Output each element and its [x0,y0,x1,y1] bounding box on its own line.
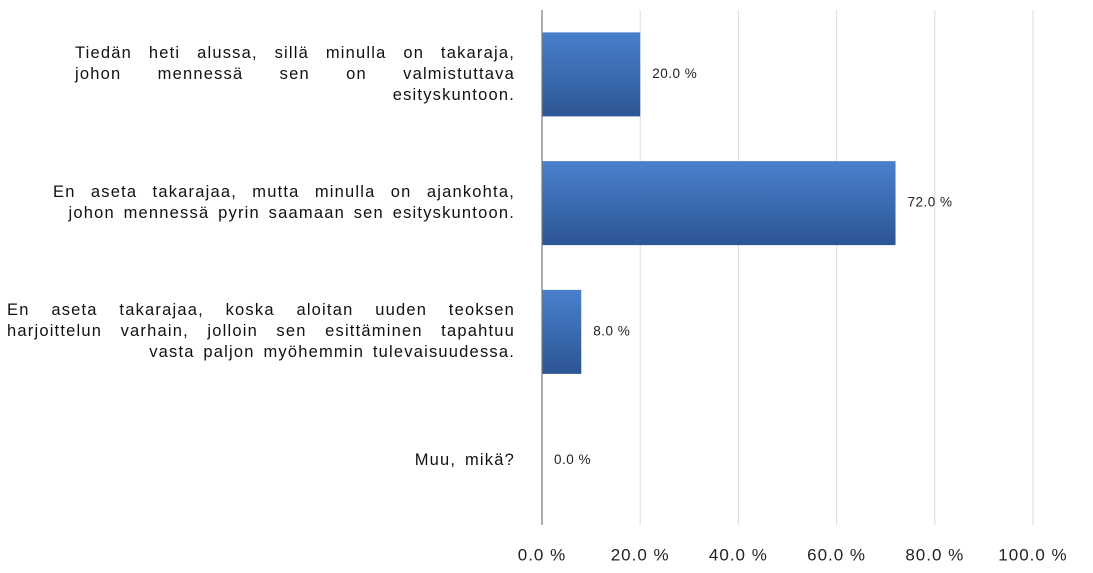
value-label: 72.0 % [908,195,953,210]
x-tick-label: 60.0 % [807,545,866,564]
x-tick-label: 40.0 % [709,545,768,564]
bar [542,32,641,117]
category-label: En aseta takarajaa, koska aloitan uuden … [7,301,515,362]
value-label: 0.0 % [554,452,591,467]
x-tick-label: 100.0 % [998,545,1067,564]
x-tick-label: 0.0 % [518,545,566,564]
category-label: Muu, mikä? [414,451,515,470]
bar [542,289,582,374]
x-tick-label: 80.0 % [905,545,964,564]
x-tick-label: 20.0 % [611,545,670,564]
category-label: En aseta takarajaa, mutta minulla on aja… [53,183,515,223]
category-label: Tiedän heti alussa, sillä minulla on tak… [75,43,515,104]
bar [542,161,896,246]
value-label: 20.0 % [652,66,697,81]
value-label: 8.0 % [593,323,630,338]
